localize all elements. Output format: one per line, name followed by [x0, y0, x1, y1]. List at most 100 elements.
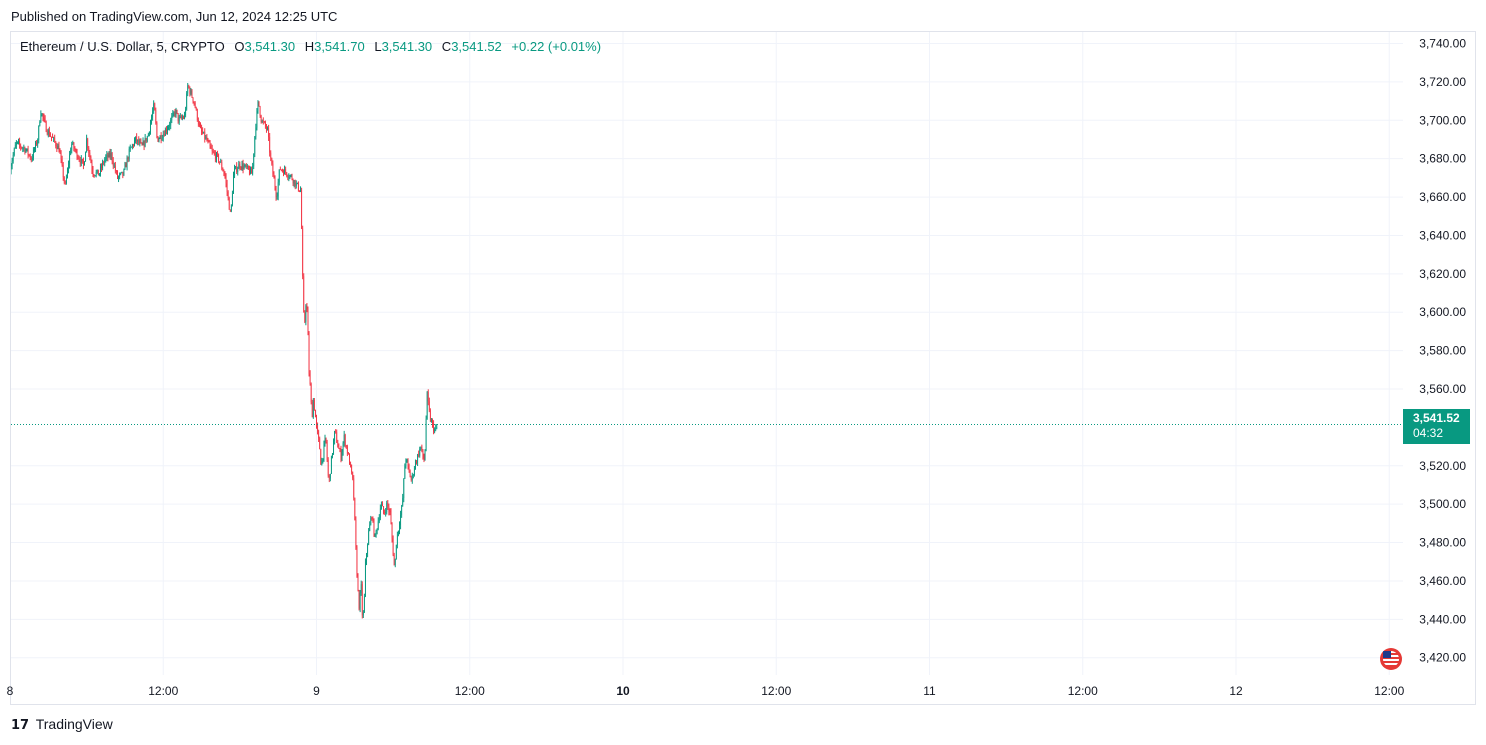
candle-body — [34, 149, 35, 150]
candle-body — [173, 112, 175, 114]
candle-body — [238, 164, 240, 169]
close-value: 3,541.52 — [451, 39, 502, 54]
candle-body — [66, 177, 67, 184]
candle-body — [230, 205, 232, 212]
change-value: +0.22 (+0.01%) — [511, 39, 602, 54]
candle-body — [192, 97, 194, 102]
candle-body — [172, 112, 174, 117]
us-flag-icon[interactable] — [1380, 648, 1402, 670]
candle-body — [377, 521, 379, 530]
candle-body — [270, 152, 272, 159]
candle-body — [424, 450, 426, 461]
candle-body — [289, 175, 291, 178]
candle-body — [48, 130, 50, 136]
candle-body — [107, 154, 109, 158]
candle-body — [126, 157, 128, 168]
candle-body — [372, 518, 374, 521]
candle-body — [358, 590, 360, 609]
candle-body — [343, 434, 345, 443]
candle-body — [259, 106, 261, 116]
candle-body — [183, 117, 184, 119]
candle-body — [305, 305, 307, 322]
x-tick-label: 12:00 — [148, 684, 178, 698]
candle-body — [64, 182, 66, 184]
candle-body — [84, 161, 85, 166]
candle-body — [22, 148, 24, 149]
candle-body — [28, 154, 30, 156]
candle-body — [39, 121, 41, 126]
y-tick-label: 3,580.00 — [1419, 344, 1466, 358]
candle-body — [376, 529, 378, 531]
bar-countdown: 04:32 — [1413, 426, 1444, 440]
candle-body — [318, 431, 320, 439]
candle-body — [273, 173, 275, 179]
candle-body — [286, 172, 288, 176]
low-value: 3,541.30 — [381, 39, 433, 54]
candle-body — [209, 142, 211, 147]
candle-body — [421, 446, 423, 450]
tradingview-footer[interactable]: 17 TradingView — [11, 716, 113, 733]
candle-body — [393, 554, 395, 566]
candle-body — [294, 180, 296, 187]
candle-body — [113, 165, 115, 167]
candle-body — [138, 139, 140, 144]
x-tick-label: 12:00 — [1068, 684, 1098, 698]
candle-body — [268, 127, 270, 138]
candle-body — [352, 472, 354, 479]
candle-body — [382, 504, 383, 507]
y-tick-label: 3,720.00 — [1419, 75, 1466, 89]
candle-body — [394, 558, 396, 566]
candle-body — [226, 183, 228, 192]
candle-body — [242, 163, 244, 170]
candle-body — [236, 166, 238, 172]
candle-body — [258, 101, 260, 107]
candle-body — [222, 168, 224, 172]
candle-body — [151, 117, 152, 124]
candle-body — [80, 158, 82, 164]
candle-body — [330, 456, 332, 474]
candle-body — [385, 512, 387, 513]
candle-body — [124, 164, 126, 170]
candle-body — [185, 109, 186, 115]
candle-body — [278, 169, 280, 183]
candle-body — [232, 193, 233, 206]
candle-body — [12, 154, 14, 161]
candle-body — [111, 153, 113, 161]
candle-body — [320, 449, 322, 465]
candle-body — [400, 514, 401, 526]
candle-body — [274, 178, 276, 189]
candle-body — [401, 505, 403, 515]
candle-body — [179, 116, 181, 118]
candle-body — [103, 162, 105, 164]
candle-body — [247, 165, 249, 170]
candle-body — [42, 113, 44, 118]
candle-body — [200, 125, 201, 128]
candle-body — [386, 502, 388, 513]
candle-body — [428, 401, 430, 411]
candle-body — [249, 169, 250, 174]
candle-body — [216, 153, 217, 160]
candle-body — [244, 164, 246, 167]
candle-body — [149, 131, 150, 134]
candle-body — [340, 449, 342, 460]
candle-body — [29, 154, 31, 159]
candle-body — [313, 400, 315, 411]
chart-frame[interactable] — [10, 31, 1476, 705]
candle-body — [93, 174, 95, 176]
candle-body — [175, 109, 177, 115]
candle-body — [21, 147, 23, 149]
candle-body — [116, 171, 117, 172]
candle-body — [266, 126, 267, 130]
candle-body — [402, 498, 404, 506]
candle-body — [353, 478, 355, 498]
candle-body — [239, 164, 241, 168]
candle-body — [371, 517, 373, 519]
candle-body — [360, 584, 362, 593]
candle-body — [91, 162, 93, 170]
candle-body — [61, 158, 63, 166]
candle-body — [73, 142, 75, 149]
candle-body — [174, 112, 176, 115]
candle-body — [71, 144, 73, 151]
candle-body — [241, 163, 243, 169]
